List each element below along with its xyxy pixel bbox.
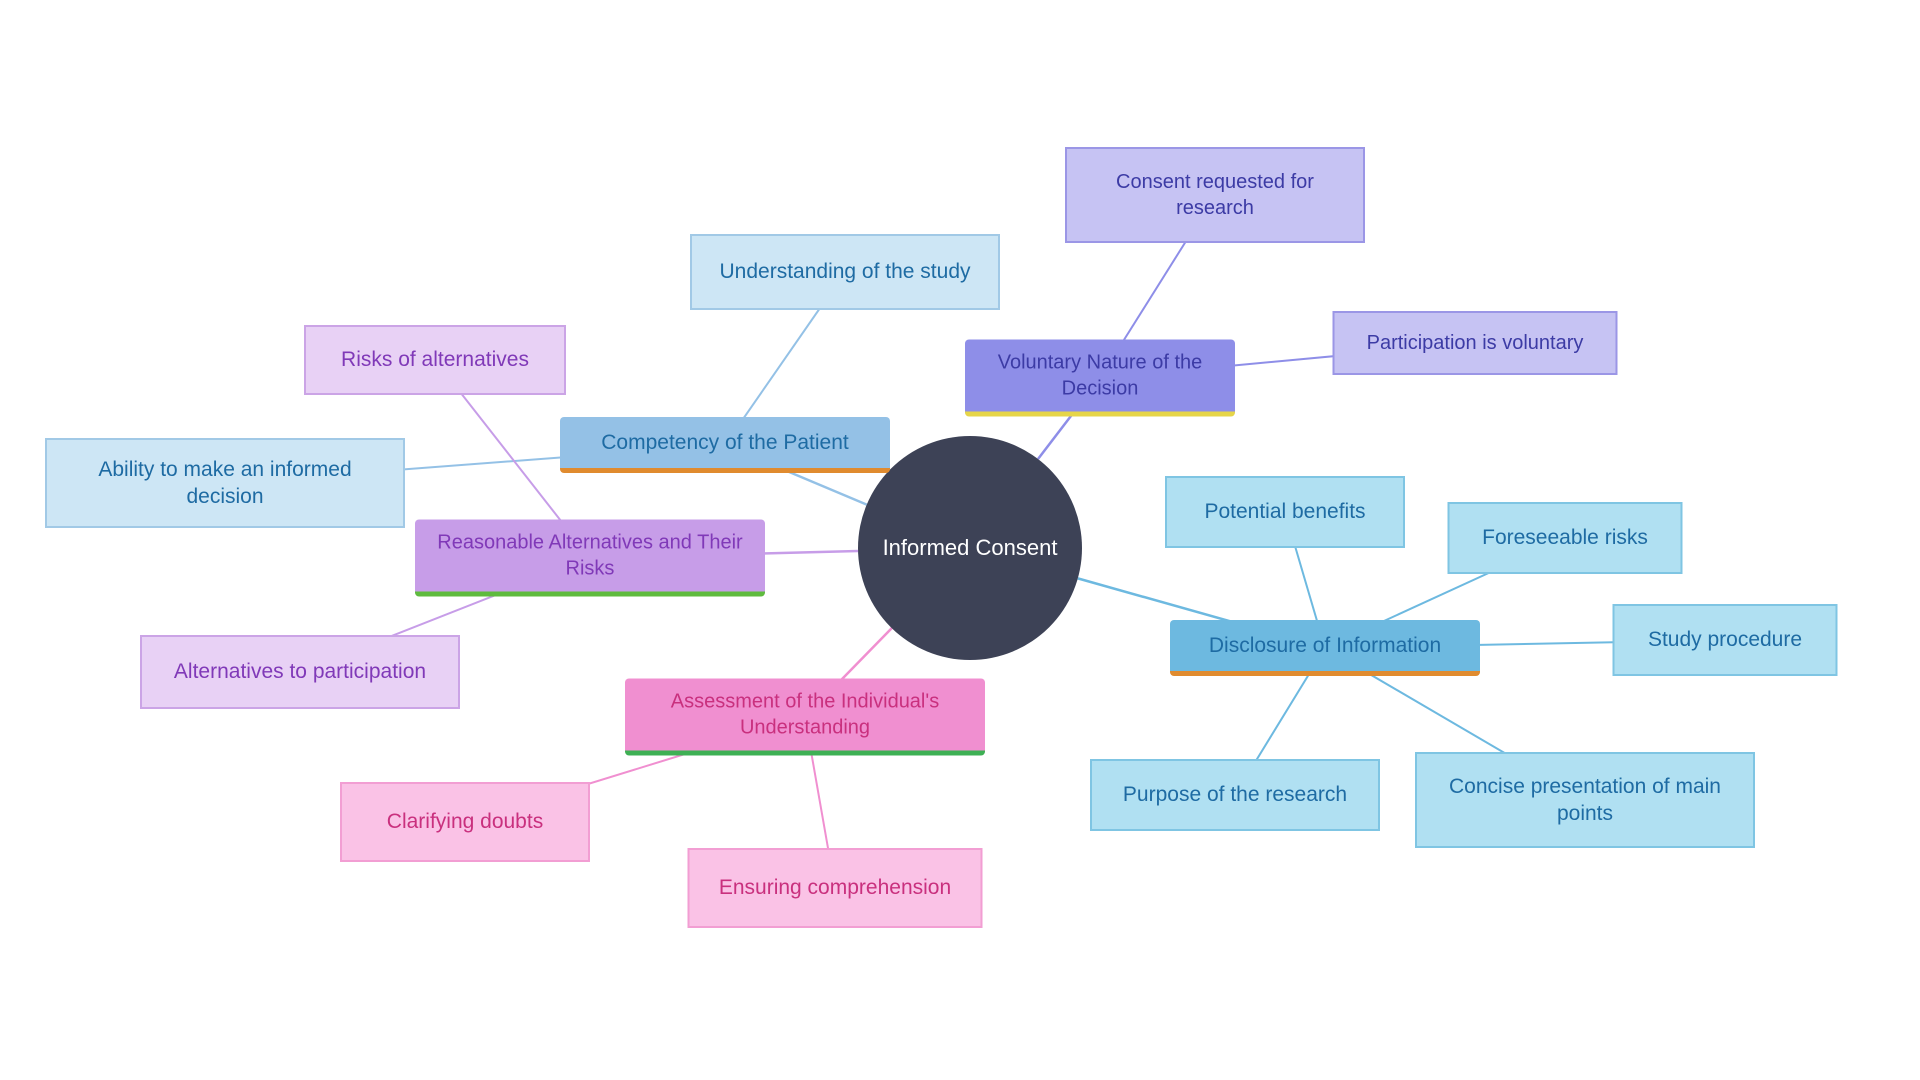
leaf-dis-l2: Foreseeable risks bbox=[1448, 502, 1683, 574]
leaf-dis-l4: Concise presentation of main points bbox=[1415, 752, 1755, 848]
branch-voluntary: Voluntary Nature of the Decision bbox=[965, 340, 1235, 417]
leaf-alt-l2: Alternatives to participation bbox=[140, 635, 460, 709]
branch-disclosure: Disclosure of Information bbox=[1170, 620, 1480, 676]
leaf-vol-l1: Consent requested for research bbox=[1065, 147, 1365, 243]
branch-alternatives: Reasonable Alternatives and Their Risks bbox=[415, 520, 765, 597]
leaf-dis-l3: Study procedure bbox=[1613, 604, 1838, 676]
leaf-comp-l2: Ability to make an informed decision bbox=[45, 438, 405, 528]
branch-assessment: Assessment of the Individual's Understan… bbox=[625, 679, 985, 756]
leaf-comp-l1: Understanding of the study bbox=[690, 234, 1000, 310]
mindmap-canvas: Informed Consent Voluntary Nature of the … bbox=[0, 0, 1920, 1080]
leaf-ass-l2: Ensuring comprehension bbox=[688, 848, 983, 928]
leaf-dis-l1: Potential benefits bbox=[1165, 476, 1405, 548]
leaf-alt-l1: Risks of alternatives bbox=[304, 325, 566, 395]
branch-competency: Competency of the Patient bbox=[560, 417, 890, 473]
leaf-ass-l1: Clarifying doubts bbox=[340, 782, 590, 862]
leaf-vol-l2: Participation is voluntary bbox=[1333, 311, 1618, 375]
center-node: Informed Consent bbox=[858, 436, 1082, 660]
leaf-dis-l5: Purpose of the research bbox=[1090, 759, 1380, 831]
